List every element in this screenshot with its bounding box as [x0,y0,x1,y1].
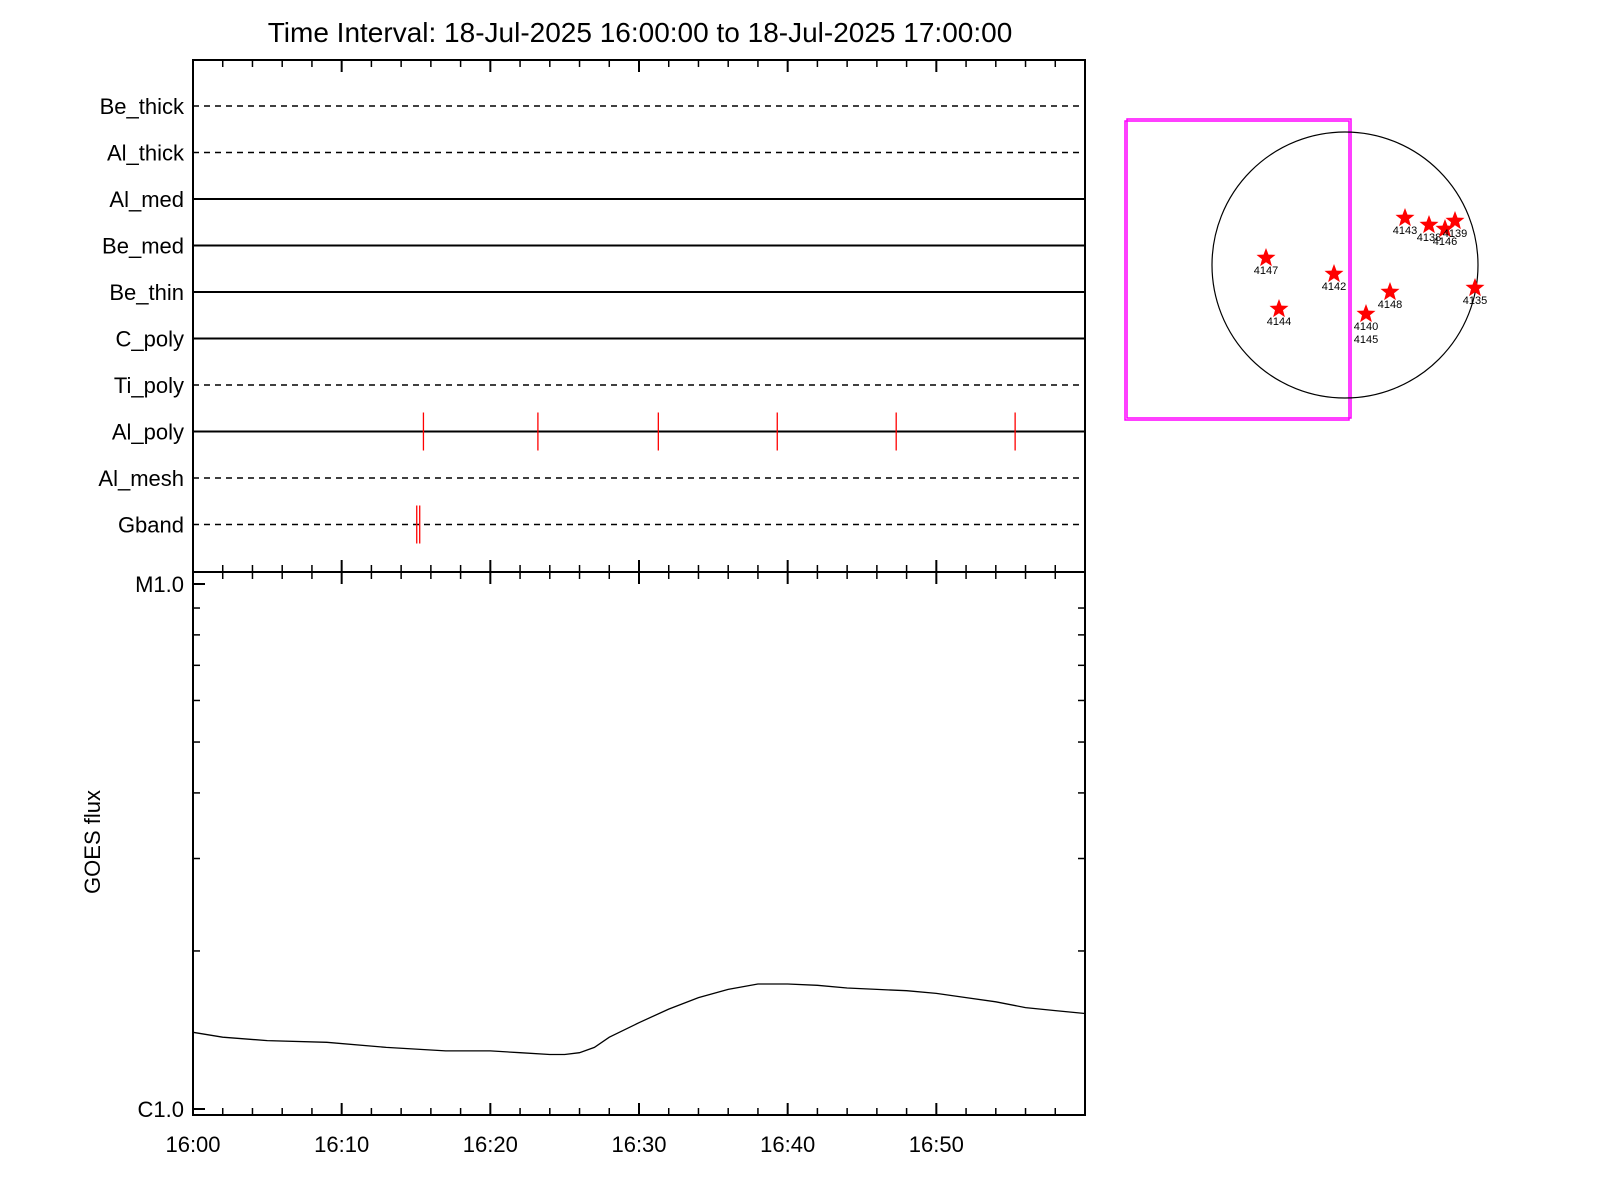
filter-label: Be_med [102,234,184,259]
filter-label: Al_med [109,187,184,212]
active-region-star [1380,282,1400,301]
filter-label: Ti_poly [114,373,184,398]
active-region-star [1395,208,1415,227]
active-region-star [1269,299,1289,318]
field-of-view-box [1126,118,1352,419]
active-region-label: 4145 [1354,334,1378,346]
timeline-frame [192,59,1086,573]
active-region-star [1256,248,1276,267]
x-tick-label: 16:50 [909,1132,964,1157]
active-region-label: 4140 [1354,321,1378,333]
active-region-star [1356,304,1376,323]
filter-label: Al_thick [107,141,185,166]
x-tick-label: 16:00 [165,1132,220,1157]
x-tick-label: 16:40 [760,1132,815,1157]
x-tick-label: 16:20 [463,1132,518,1157]
goes-flux-curve [192,983,1086,1056]
active-region-star [1435,219,1455,238]
active-region-star [1465,278,1485,297]
active-region-label: 4148 [1378,299,1402,311]
active-region-label: 4143 [1393,225,1417,237]
active-region-label: 4147 [1254,265,1278,277]
active-region-label: 4144 [1267,316,1291,328]
y-tick-label: C1.0 [138,1097,184,1122]
solar-disk-outline [1211,131,1479,399]
active-region-label: 4146 [1433,236,1457,248]
active-region-label: 4139 [1443,228,1467,240]
chart-title: Time Interval: 18-Jul-2025 16:00:00 to 1… [268,17,1013,48]
active-region-star [1324,264,1344,283]
goes-flux-panel: 16:00 16:10 16:20 16:30 16:40 16:50 M1.0 C1.0 G… [80,571,1086,1157]
active-region-star [1419,215,1439,234]
x-tick-label: 16:30 [611,1132,666,1157]
goes-y-axis-label: GOES flux [80,790,105,894]
filter-label: Al_mesh [98,466,184,491]
filter-label: Gband [118,513,184,538]
filter-label: C_poly [116,327,184,352]
active-region-label: 4142 [1322,281,1346,293]
y-tick-label: M1.0 [135,572,184,597]
filter-label: Be_thin [109,280,184,305]
goes-frame [192,571,1086,1116]
filter-label: Al_poly [112,420,184,445]
active-region-label: 4135 [1463,295,1487,307]
active-region-star [1445,211,1465,230]
field-of-view-box-offset [1124,120,1350,421]
filter-timeline-panel: Be_thick Al_thick Al_med Be_med Be_thin C_pol… [98,59,1086,573]
x-tick-label: 16:10 [314,1132,369,1157]
active-region-label: 4138 [1417,232,1441,244]
filter-label: Be_thick [100,94,185,119]
